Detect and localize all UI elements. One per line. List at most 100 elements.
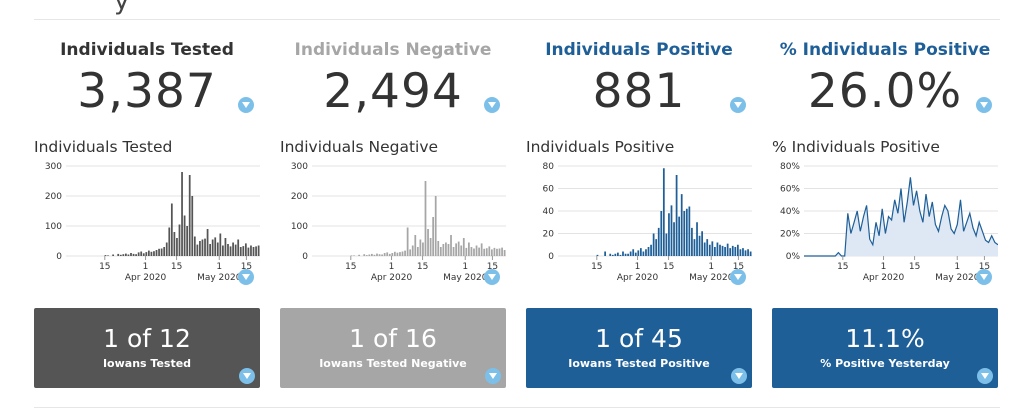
- bar: [490, 249, 493, 256]
- tile-label: Iowans Tested Negative: [319, 357, 467, 370]
- x-tick-label: 1: [954, 262, 960, 272]
- bar: [219, 233, 222, 256]
- bar: [714, 247, 716, 256]
- bar: [457, 241, 460, 256]
- bar: [632, 249, 635, 256]
- x-month-label: Apr 2020: [371, 273, 413, 283]
- stat-tile: 1 of 16 Iowans Tested Negative: [280, 308, 506, 388]
- bar: [617, 252, 619, 256]
- bar: [696, 222, 698, 256]
- bar: [478, 247, 480, 256]
- bar: [204, 238, 206, 256]
- bar: [237, 239, 240, 256]
- bar: [721, 245, 724, 256]
- bar: [473, 248, 475, 256]
- bar: [368, 254, 371, 256]
- filter-icon[interactable]: [484, 269, 500, 285]
- bar: [691, 227, 693, 256]
- bar: [749, 251, 752, 256]
- filter-icon[interactable]: [730, 269, 746, 285]
- bar: [137, 252, 140, 256]
- bar: [188, 175, 191, 256]
- bar: [701, 231, 703, 256]
- series-line: [804, 177, 998, 257]
- filter-icon[interactable]: [976, 97, 992, 113]
- x-month-label: Apr 2020: [863, 273, 905, 283]
- bar: [739, 249, 742, 256]
- bar: [170, 203, 173, 256]
- bar: [173, 232, 176, 256]
- filter-icon[interactable]: [731, 368, 747, 384]
- bar: [488, 246, 491, 256]
- bar: [414, 235, 417, 256]
- kpi-title: Individuals Positive: [545, 40, 733, 60]
- chart-1: 0 100 200 300 15 1 15 1 15 Apr 2020 May 2020: [45, 162, 260, 283]
- tile-value: 1 of 12: [103, 324, 191, 353]
- bar: [196, 244, 199, 256]
- bar: [493, 247, 496, 256]
- bar: [239, 247, 242, 256]
- top-divider: [34, 19, 1000, 20]
- x-tick-label: 1: [143, 262, 149, 272]
- bar: [675, 175, 678, 256]
- x-tick-label: 1: [635, 262, 641, 272]
- bar: [411, 245, 414, 256]
- x-month-label: May 2020: [443, 273, 488, 283]
- y-tick-label: 0%: [786, 252, 801, 262]
- bar: [419, 239, 422, 256]
- bar: [468, 242, 470, 256]
- bottom-divider: [34, 407, 1000, 408]
- y-tick-label: 300: [45, 162, 62, 172]
- bar: [353, 255, 355, 256]
- bar: [132, 253, 135, 256]
- bar: [462, 238, 465, 256]
- bar: [122, 254, 125, 256]
- filter-icon[interactable]: [484, 97, 500, 113]
- kpi-title: Individuals Negative: [294, 40, 492, 60]
- bar: [485, 248, 488, 256]
- bar: [216, 242, 219, 256]
- bar: [447, 244, 450, 256]
- tile-label: Iowans Tested: [102, 357, 192, 370]
- bar: [429, 238, 432, 256]
- bar: [668, 213, 670, 256]
- bar: [104, 255, 107, 256]
- bar: [614, 253, 617, 256]
- bar: [719, 244, 721, 256]
- bar: [685, 208, 688, 256]
- bar: [698, 235, 701, 256]
- x-tick-label: 1: [881, 262, 887, 272]
- filter-icon[interactable]: [238, 269, 254, 285]
- bar: [186, 226, 189, 256]
- bar: [465, 247, 468, 256]
- filter-icon[interactable]: [977, 368, 993, 384]
- bar: [729, 248, 732, 256]
- y-tick-label: 0: [302, 252, 308, 262]
- filter-icon[interactable]: [238, 97, 254, 113]
- kpi-value: 881: [592, 64, 686, 119]
- x-tick-label: 15: [909, 262, 920, 272]
- bar: [142, 253, 145, 256]
- filter-icon[interactable]: [976, 269, 992, 285]
- y-tick-label: 20%: [780, 230, 800, 240]
- bar: [163, 247, 166, 256]
- bar: [437, 241, 440, 256]
- bar: [365, 255, 368, 256]
- filter-icon[interactable]: [239, 368, 255, 384]
- stat-tile: 11.1% % Positive Yesterday: [772, 308, 998, 388]
- bar: [242, 246, 245, 256]
- bar: [503, 250, 506, 256]
- bar: [178, 224, 181, 256]
- bar: [168, 227, 171, 256]
- bar: [206, 229, 209, 256]
- bar: [442, 244, 445, 256]
- bar: [708, 244, 711, 256]
- filter-icon[interactable]: [730, 97, 746, 113]
- bar: [125, 253, 127, 256]
- bar: [629, 251, 632, 256]
- filter-icon[interactable]: [485, 368, 501, 384]
- x-month-label: Apr 2020: [617, 273, 659, 283]
- y-tick-label: 40%: [780, 207, 800, 217]
- bar: [409, 249, 412, 256]
- bar: [386, 252, 389, 256]
